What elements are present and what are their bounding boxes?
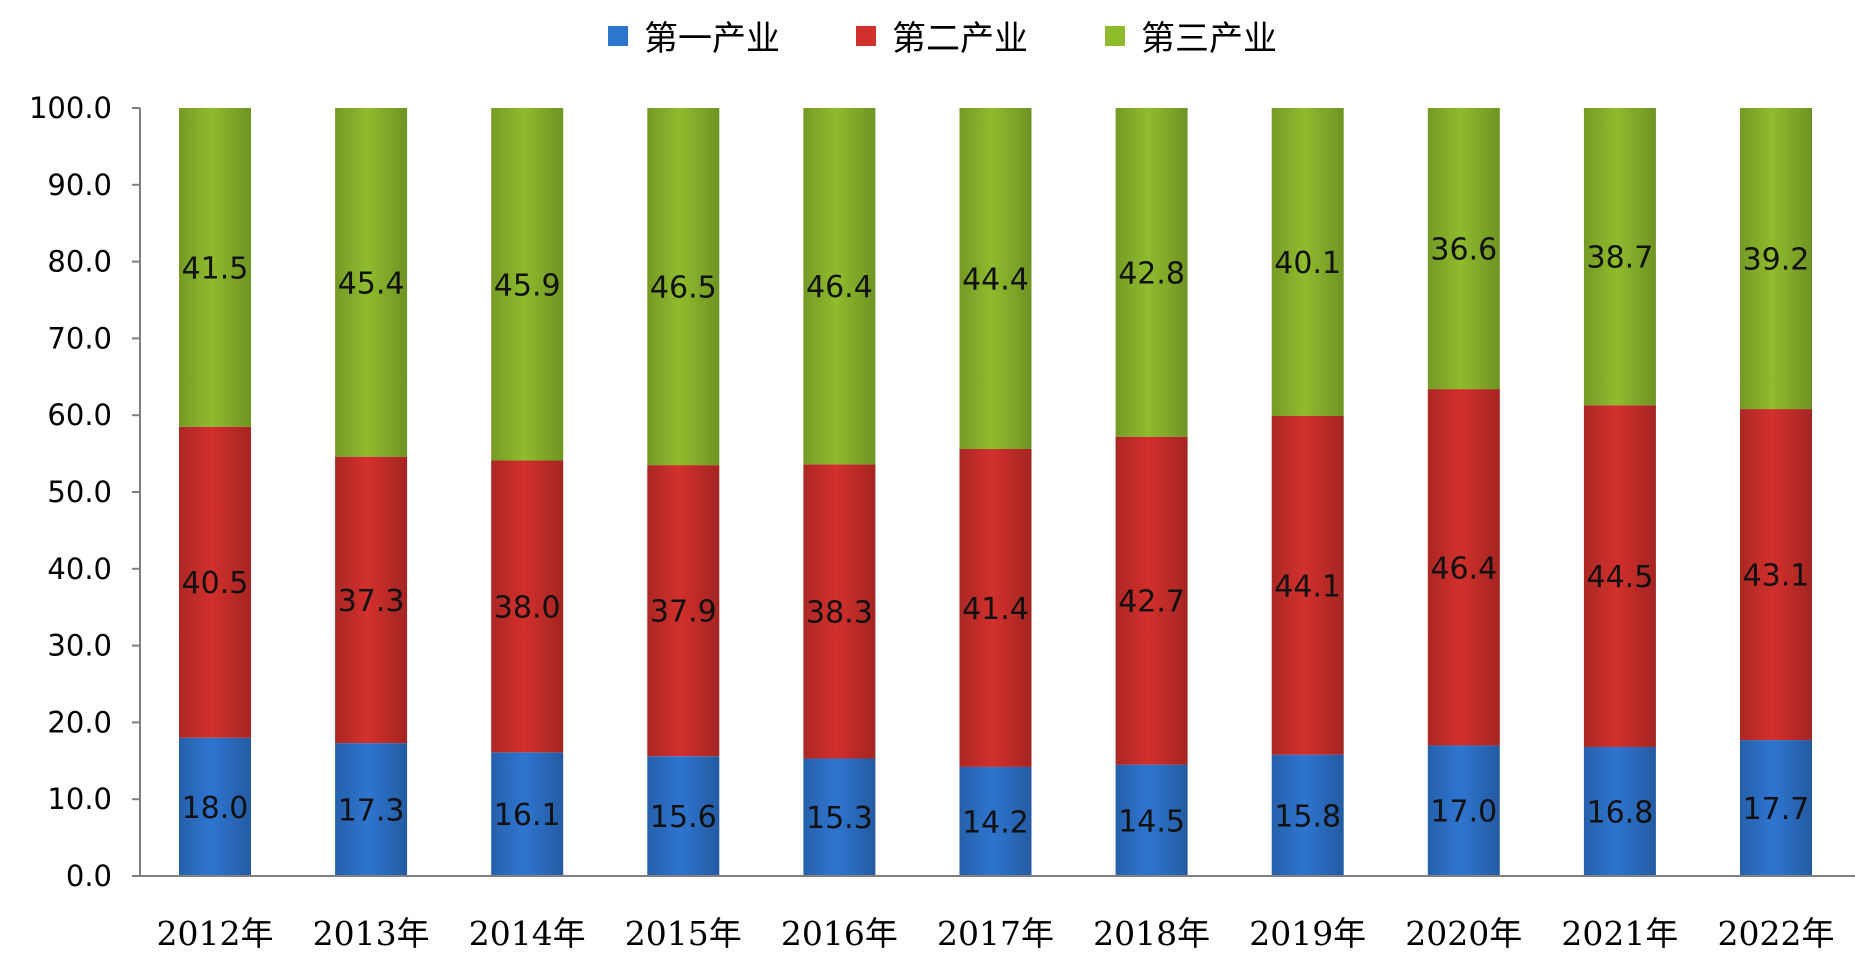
x-tick-label: 2016年	[781, 914, 898, 953]
data-label: 42.8	[1118, 256, 1185, 291]
bar-segment-series-2	[491, 460, 564, 753]
legend: 第一产业 第二产业 第三产业	[608, 19, 1277, 59]
y-tick-label: 40.0	[47, 552, 112, 586]
data-label: 15.6	[650, 800, 717, 835]
bars: 18.0 40.5 41.5 17.3 37.3 45.4 16.1 38.0 45.9 15.6…	[179, 108, 1812, 876]
data-label: 44.5	[1587, 560, 1654, 595]
legend-swatch	[1105, 26, 1125, 46]
bar-segment-series-3	[1583, 108, 1656, 406]
data-label: 40.1	[1274, 246, 1341, 281]
data-label: 14.2	[962, 805, 1029, 840]
data-label: 38.7	[1587, 241, 1654, 276]
bar-segment-series-1	[1427, 745, 1500, 876]
data-label: 16.1	[494, 798, 561, 833]
x-tick-label: 2017年	[937, 914, 1054, 953]
x-tick-label: 2022年	[1718, 914, 1835, 953]
bar-segment-series-2	[1271, 415, 1344, 755]
data-label: 42.7	[1118, 585, 1185, 620]
bar-segment-series-2	[1583, 405, 1656, 747]
x-tick-label: 2019年	[1249, 914, 1366, 953]
legend-label: 第三产业	[1141, 19, 1277, 59]
bar-segment-series-1	[335, 743, 408, 876]
data-label: 41.4	[962, 592, 1029, 627]
y-axis: 0.0 10.0 20.0 30.0 40.0 50.0 60.0 70.0 80.0 90.0 1…	[29, 91, 141, 893]
y-tick-label: 90.0	[47, 168, 112, 202]
data-label: 16.8	[1587, 795, 1654, 830]
bar-segment-series-3	[1427, 108, 1500, 390]
bar-segment-series-1	[1583, 746, 1656, 876]
bar-segment-series-1	[959, 766, 1032, 876]
bar-segment-series-2	[959, 448, 1032, 767]
y-tick-label: 30.0	[47, 629, 112, 663]
data-label: 18.0	[182, 791, 249, 826]
data-label: 44.1	[1274, 569, 1341, 604]
y-tick-label: 20.0	[47, 705, 112, 739]
data-label: 17.7	[1743, 792, 1810, 827]
bar-segment-series-3	[335, 108, 408, 457]
bar-segment-series-2	[1740, 409, 1812, 741]
bar-segment-series-3	[1740, 108, 1812, 410]
data-label: 14.5	[1118, 804, 1185, 839]
data-label: 41.5	[182, 251, 249, 286]
bar-segment-series-2	[647, 465, 720, 757]
data-label: 43.1	[1743, 559, 1810, 594]
x-tick-label: 2012年	[157, 914, 274, 953]
data-label: 44.4	[962, 262, 1029, 297]
data-label: 46.5	[650, 271, 717, 306]
bar-segment-series-3	[179, 108, 251, 427]
y-tick-label: 100.0	[29, 91, 112, 125]
y-tick-label: 70.0	[47, 321, 112, 355]
legend-swatch	[608, 26, 628, 46]
bar-segment-series-1	[1271, 754, 1344, 876]
bar-segment-series-2	[335, 456, 408, 744]
bar-segment-series-3	[647, 108, 720, 466]
data-label: 37.3	[338, 584, 405, 619]
data-label: 17.0	[1430, 795, 1497, 830]
data-label: 38.3	[806, 595, 873, 630]
bar-segment-series-1	[1740, 740, 1812, 876]
legend-swatch	[856, 26, 876, 46]
bar-segment-series-1	[1115, 764, 1188, 876]
data-label: 46.4	[806, 270, 873, 305]
x-tick-label: 2018年	[1093, 914, 1210, 953]
bar-segment-series-1	[647, 756, 720, 876]
data-label: 15.8	[1274, 799, 1341, 834]
data-label: 45.4	[338, 266, 405, 301]
data-label: 37.9	[650, 595, 717, 630]
bar-segment-series-2	[1427, 389, 1500, 746]
x-tick-label: 2021年	[1561, 914, 1678, 953]
y-tick-label: 50.0	[47, 475, 112, 509]
bar-segment-series-3	[1115, 108, 1188, 437]
legend-label: 第一产业	[644, 19, 780, 59]
bar-segment-series-3	[491, 108, 564, 461]
y-tick-label: 60.0	[47, 398, 112, 432]
bar-segment-series-3	[1271, 108, 1344, 416]
x-axis: 2012年 2013年 2014年 2015年 2016年 2017年 2018年 2019年…	[140, 875, 1855, 953]
bar-segment-series-2	[179, 426, 251, 738]
data-label: 15.3	[806, 801, 873, 836]
bar-segment-series-1	[491, 752, 564, 876]
bar-segment-series-1	[179, 737, 251, 876]
bar-segment-series-2	[803, 464, 876, 759]
y-tick-label: 0.0	[66, 859, 112, 893]
y-tick-label: 80.0	[47, 245, 112, 279]
data-label: 40.5	[182, 566, 249, 601]
bar-segment-series-2	[1115, 436, 1188, 765]
bar-segment-series-1	[803, 758, 876, 876]
data-label: 39.2	[1743, 243, 1810, 278]
data-label: 17.3	[338, 794, 405, 829]
data-label: 45.9	[494, 268, 561, 303]
x-tick-label: 2013年	[313, 914, 430, 953]
x-tick-label: 2015年	[625, 914, 742, 953]
bar-segment-series-3	[803, 108, 876, 465]
data-label: 38.0	[494, 590, 561, 625]
y-tick-label: 10.0	[47, 782, 112, 816]
x-tick-label: 2014年	[469, 914, 586, 953]
data-label: 36.6	[1430, 233, 1497, 268]
legend-label: 第二产业	[892, 19, 1028, 59]
x-tick-label: 2020年	[1405, 914, 1522, 953]
data-label: 46.4	[1430, 551, 1497, 586]
bar-segment-series-3	[959, 108, 1032, 449]
